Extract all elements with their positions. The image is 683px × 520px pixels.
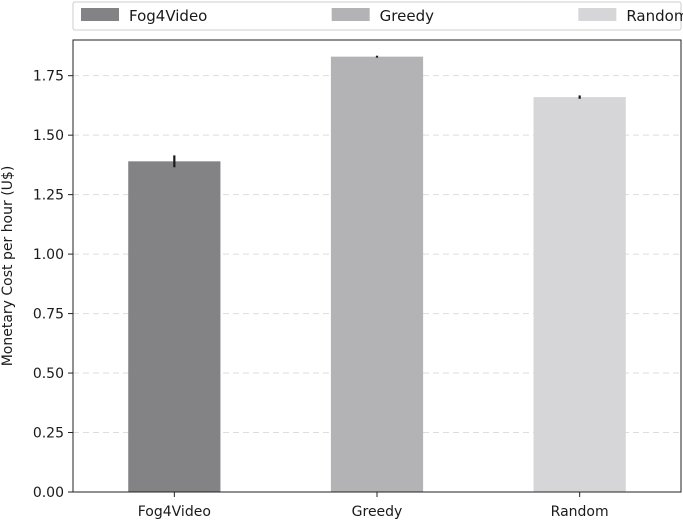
legend-box bbox=[72, 1, 682, 31]
y-tick-label: 0.50 bbox=[33, 366, 64, 382]
y-tick-label: 1.25 bbox=[33, 188, 64, 204]
y-tick-label: 0.75 bbox=[33, 307, 64, 323]
y-tick-label: 1.75 bbox=[33, 69, 64, 85]
bar-fog4video bbox=[128, 161, 221, 493]
y-tick-label: 1.50 bbox=[33, 128, 64, 144]
x-tick-label: Random bbox=[551, 504, 609, 520]
legend-swatch-random bbox=[578, 8, 617, 21]
legend-swatch-greedy bbox=[331, 8, 370, 21]
error-bars bbox=[173, 55, 581, 168]
x-tick-label: Greedy bbox=[352, 504, 403, 520]
bar-random bbox=[533, 97, 626, 493]
y-tick-label: 1.00 bbox=[33, 247, 64, 263]
legend-label-fog4video: Fog4Video bbox=[129, 7, 207, 25]
legend: Fog4Video Greedy Random bbox=[72, 1, 683, 31]
y-axis-ticks: 0.00 0.25 0.50 0.75 1.00 1.25 1.50 1.75 bbox=[33, 69, 73, 501]
legend-label-random: Random bbox=[626, 7, 683, 25]
x-axis-ticks: Fog4Video Greedy Random bbox=[138, 492, 609, 520]
y-tick-label: 0.00 bbox=[33, 485, 64, 501]
legend-swatch-fog4video bbox=[81, 8, 119, 21]
bar-greedy bbox=[330, 56, 424, 493]
bars bbox=[128, 56, 626, 493]
x-tick-label: Fog4Video bbox=[138, 504, 211, 520]
legend-label-greedy: Greedy bbox=[380, 7, 434, 25]
y-axis-label: Monetary Cost per hour (U$) bbox=[0, 166, 16, 367]
y-tick-label: 0.25 bbox=[33, 426, 64, 442]
